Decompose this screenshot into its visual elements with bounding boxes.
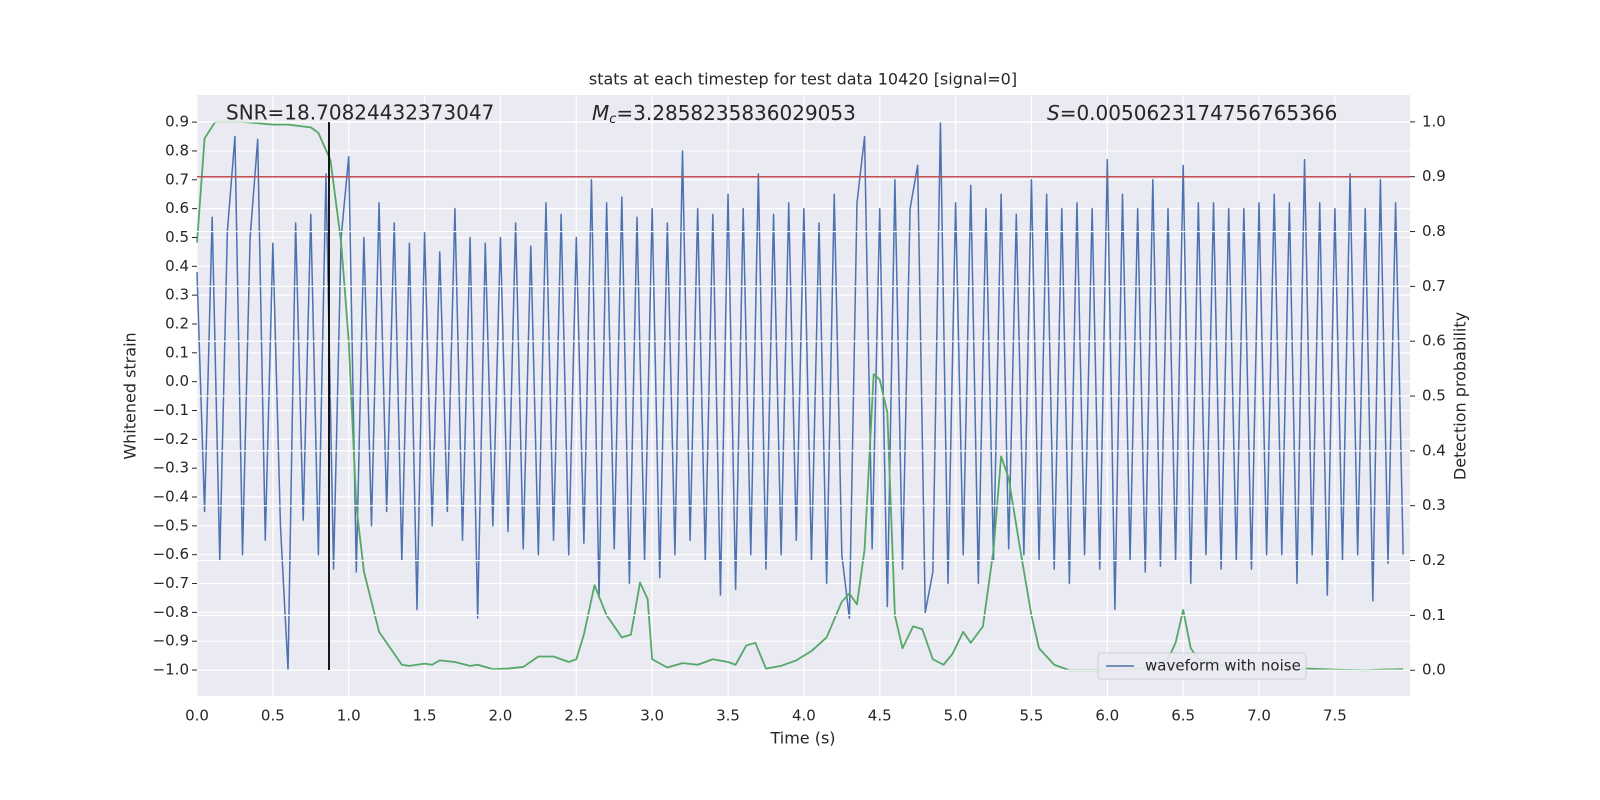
x-tick-label: 3.0 xyxy=(640,707,664,725)
y2-axis-label: Detection probability xyxy=(1451,312,1470,480)
y2-tick-label: 0.9 xyxy=(1422,167,1446,185)
y-tick-label: −0.4 xyxy=(153,488,189,506)
y2-tick-label: 0.0 xyxy=(1422,661,1446,679)
y-tick-label: −0.3 xyxy=(153,459,189,477)
y-tick-label: −0.7 xyxy=(153,574,189,592)
annotation-symbol: M xyxy=(592,101,609,125)
series-line xyxy=(196,121,1404,671)
y-tick-label: −0.2 xyxy=(153,430,189,448)
y-tick-label: 0.2 xyxy=(165,314,189,332)
y-tick-label: −0.9 xyxy=(153,632,189,650)
y2-tick-label: 0.6 xyxy=(1422,332,1446,350)
y2-tick-label: 0.2 xyxy=(1422,551,1446,569)
plot-area xyxy=(196,95,1410,696)
x-tick-label: 7.5 xyxy=(1323,707,1347,725)
annotation: Mc=3.2858235836029053 xyxy=(592,101,856,127)
x-tick-label: 4.5 xyxy=(868,707,892,725)
y2-tick-label: 0.1 xyxy=(1422,606,1446,624)
x-tick-label: 6.0 xyxy=(1095,707,1119,725)
y-axis-label: Whitened strain xyxy=(121,332,140,459)
annotation-value: =0.0050623174756765366 xyxy=(1060,101,1338,125)
y-tick-label: 0.5 xyxy=(165,228,189,246)
x-tick-label: 1.5 xyxy=(413,707,437,725)
x-tick-label: 4.0 xyxy=(792,707,816,725)
x-tick-label: 1.0 xyxy=(337,707,361,725)
y-tick-label: −0.6 xyxy=(153,545,189,563)
y2-tick-label: 0.7 xyxy=(1422,277,1446,295)
legend-box xyxy=(1097,652,1307,680)
annotation: S=0.0050623174756765366 xyxy=(1047,101,1337,125)
x-tick-label: 0.5 xyxy=(261,707,285,725)
y2-tick-label: 0.4 xyxy=(1422,441,1446,459)
annotation-value: =3.2858235836029053 xyxy=(616,101,855,125)
y2-tick-label: 0.3 xyxy=(1422,496,1446,514)
x-tick-label: 3.5 xyxy=(716,707,740,725)
x-tick-label: 2.0 xyxy=(489,707,513,725)
chart-title: stats at each timestep for test data 104… xyxy=(589,70,1017,89)
y-tick-label: 0.0 xyxy=(165,372,189,390)
x-tick-label: 6.5 xyxy=(1171,707,1195,725)
y-tick-label: −0.1 xyxy=(153,401,189,419)
y2-tick-label: 0.8 xyxy=(1422,222,1446,240)
annotation-symbol: S xyxy=(1047,101,1060,125)
y-tick-label: 0.1 xyxy=(165,343,189,361)
x-tick-label: 5.5 xyxy=(1020,707,1044,725)
y-tick-label: 0.7 xyxy=(165,170,189,188)
x-tick-label: 0.0 xyxy=(185,707,209,725)
y-tick-label: 0.3 xyxy=(165,286,189,304)
x-tick-label: 5.0 xyxy=(944,707,968,725)
annotation-subscript: c xyxy=(609,112,616,127)
annotation: SNR=18.70824432373047 xyxy=(226,101,494,125)
y-tick-label: −0.8 xyxy=(153,603,189,621)
x-axis-label: Time (s) xyxy=(769,729,835,748)
y2-tick-label: 0.5 xyxy=(1422,387,1446,405)
y-tick-label: 0.6 xyxy=(165,199,189,217)
y-tick-label: 0.8 xyxy=(165,141,189,159)
x-tick-label: 7.0 xyxy=(1247,707,1271,725)
y-tick-label: 0.4 xyxy=(165,257,189,275)
y2-tick-label: 1.0 xyxy=(1422,112,1446,130)
x-tick-label: 2.5 xyxy=(564,707,588,725)
y-tick-label: 0.9 xyxy=(165,113,189,131)
y-tick-label: −1.0 xyxy=(153,661,189,679)
y-tick-label: −0.5 xyxy=(153,516,189,534)
legend-label: waveform with noise xyxy=(1145,657,1301,675)
